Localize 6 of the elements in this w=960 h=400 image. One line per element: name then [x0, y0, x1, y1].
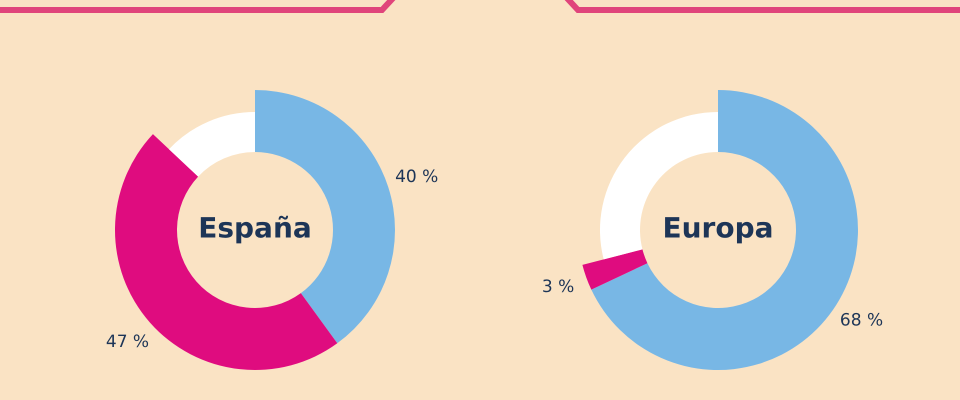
data-label: 47 % — [106, 332, 150, 352]
data-label: 3 % — [542, 277, 574, 298]
data-label: 40 % — [395, 167, 438, 188]
text: España — [198, 212, 312, 245]
text: Europa — [662, 212, 774, 245]
data-label: 68 % — [840, 310, 884, 331]
